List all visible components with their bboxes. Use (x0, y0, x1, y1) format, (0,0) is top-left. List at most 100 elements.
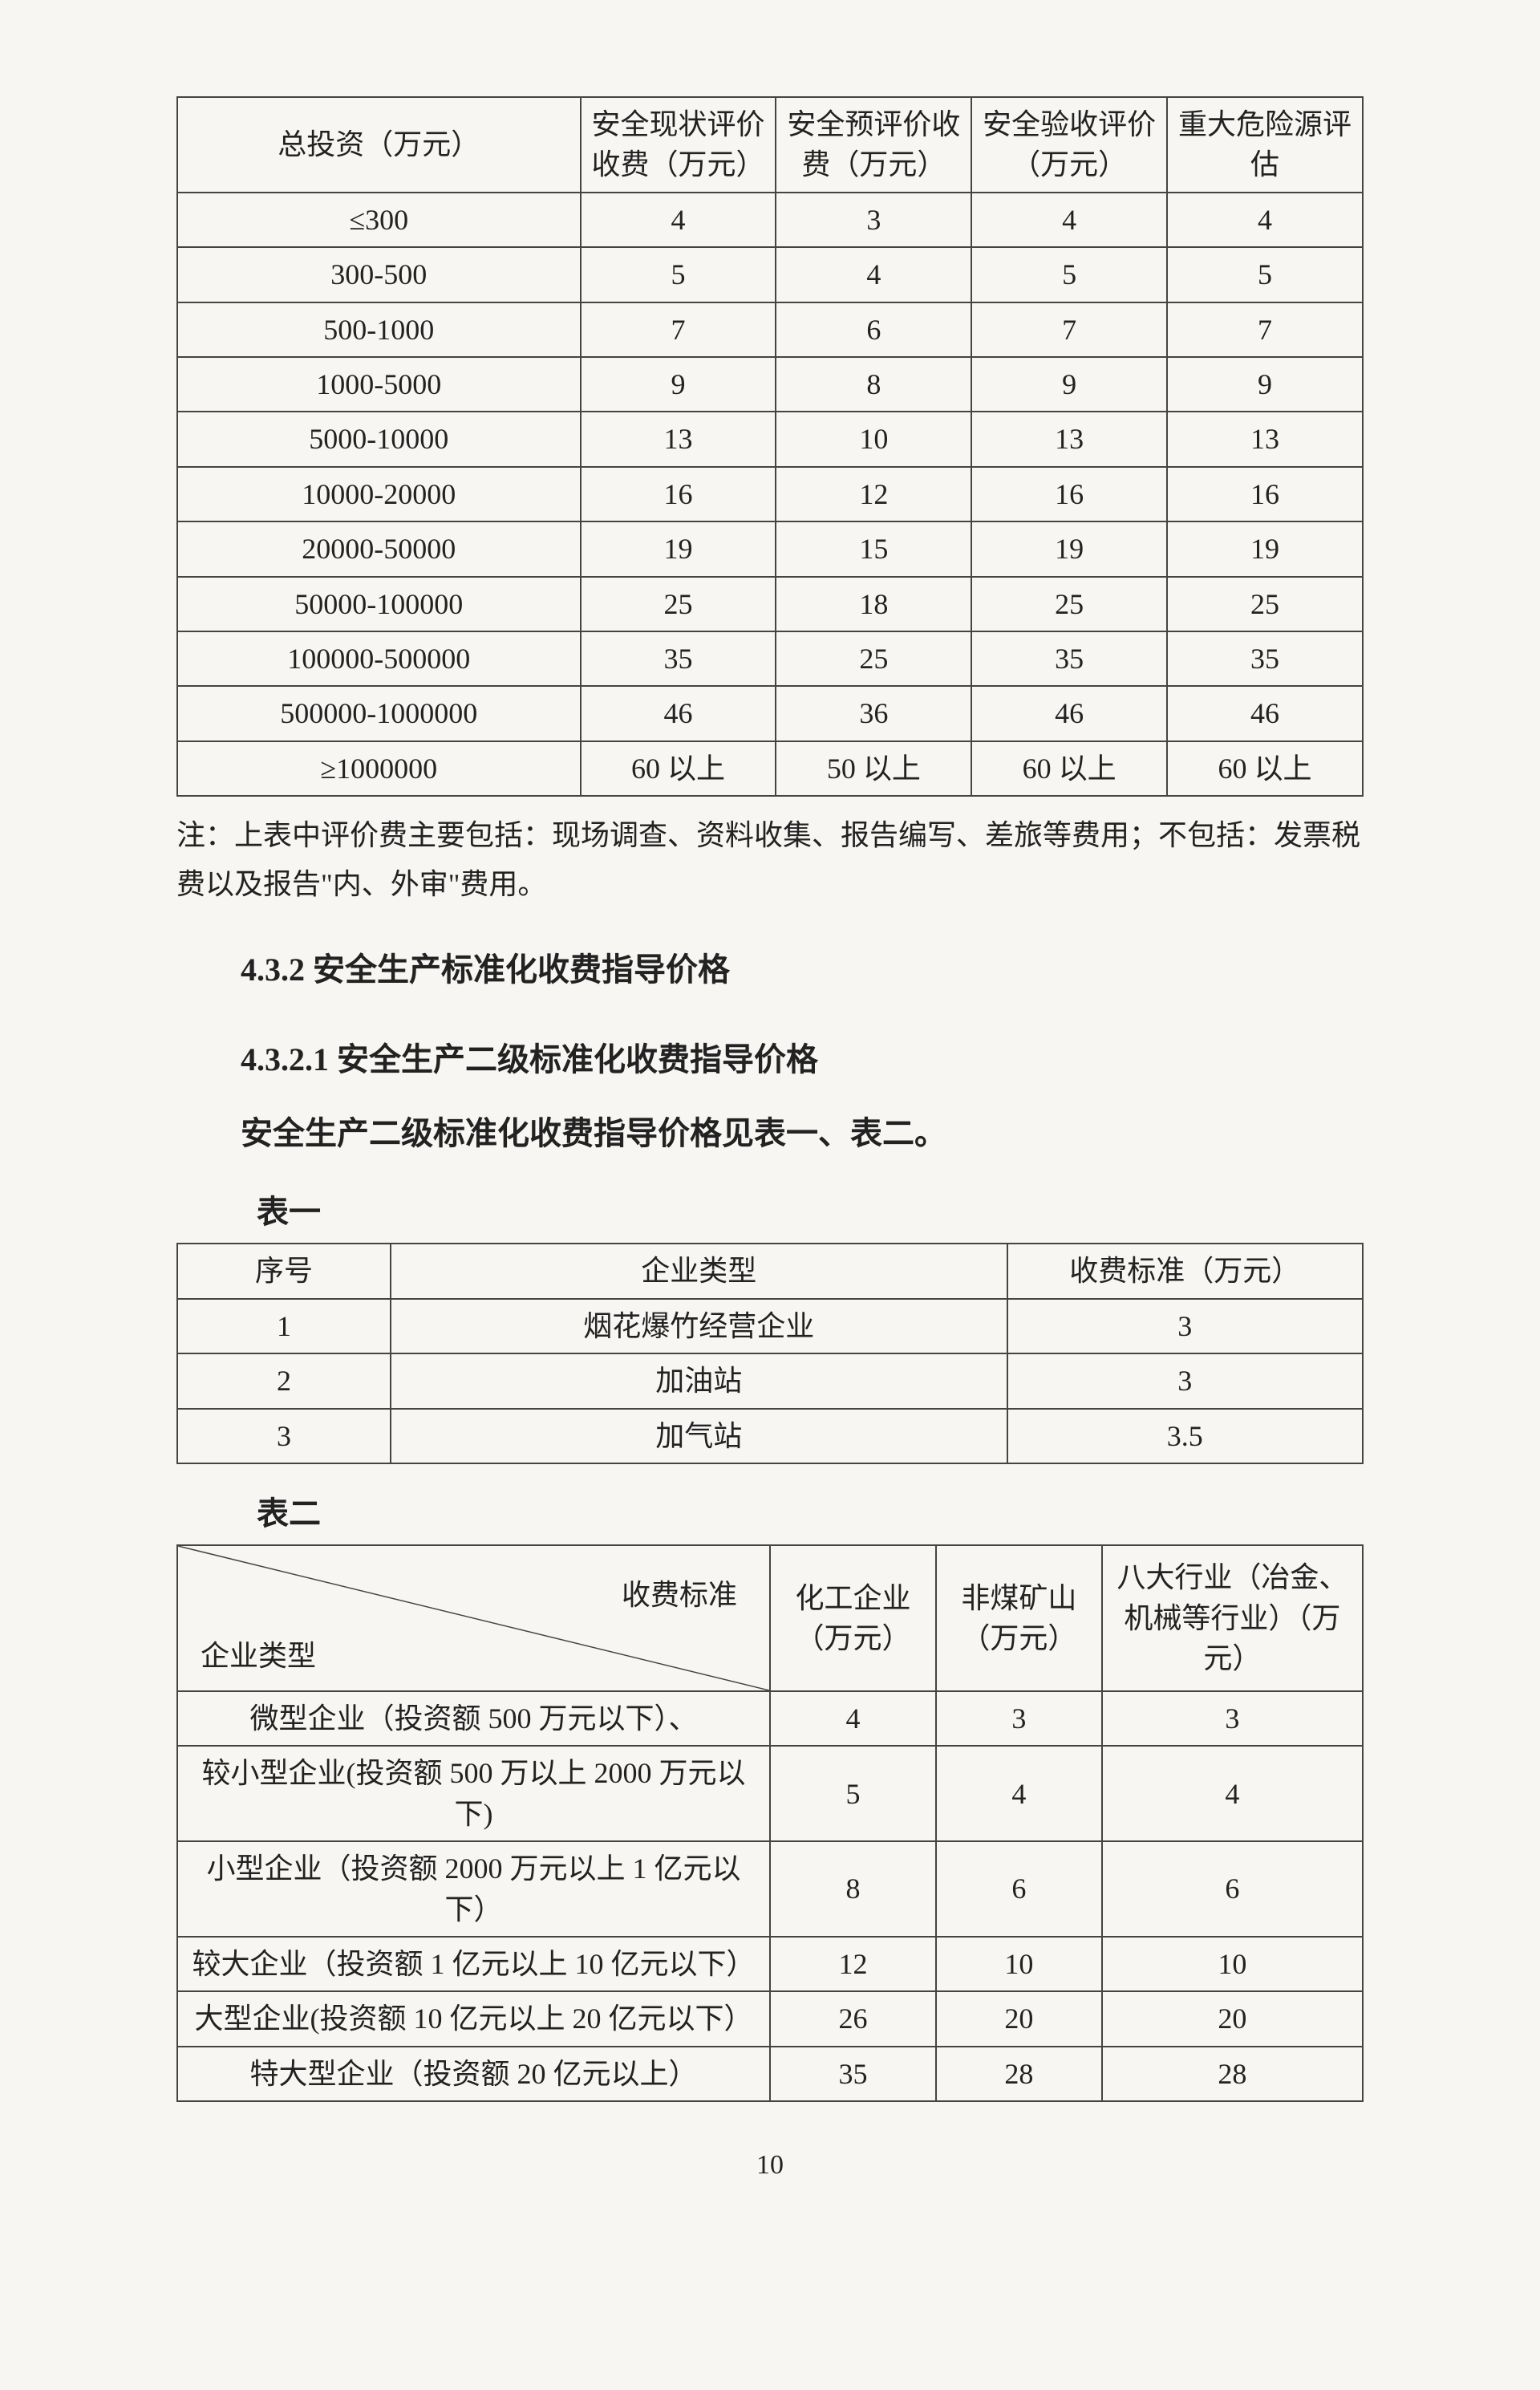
column-header: 企业类型 (391, 1244, 1007, 1298)
table-cell: 烟花爆竹经营企业 (391, 1299, 1007, 1353)
table-row: 20000-5000019151919 (177, 521, 1363, 576)
column-header: 安全验收评价（万元） (971, 97, 1167, 193)
table-cell: 26 (770, 1991, 936, 2046)
table-cell: 16 (971, 467, 1167, 521)
diagonal-header-cell: 收费标准 企业类型 (177, 1545, 770, 1691)
table-cell: 5 (1167, 247, 1363, 302)
table-cell: 16 (1167, 467, 1363, 521)
table-cell: 1 (177, 1299, 391, 1353)
table-cell: 8 (776, 357, 971, 412)
table-row: 较小型企业(投资额 500 万以上 2000 万元以下)544 (177, 1746, 1363, 1841)
table-cell: 10000-20000 (177, 467, 581, 521)
table-cell: 3 (1007, 1299, 1363, 1353)
table-cell: 特大型企业（投资额 20 亿元以上） (177, 2047, 770, 2101)
table-cell: 3 (776, 193, 971, 247)
heading-4-3-2: 4.3.2 安全生产标准化收费指导价格 (241, 941, 1364, 999)
table-cell: 28 (936, 2047, 1102, 2101)
table-cell: 4 (1167, 193, 1363, 247)
table-cell: 小型企业（投资额 2000 万元以上 1 亿元以下） (177, 1841, 770, 1937)
table-cell: 25 (971, 577, 1167, 631)
column-header: 非煤矿山（万元） (936, 1545, 1102, 1691)
table-row: 1烟花爆竹经营企业3 (177, 1299, 1363, 1353)
column-header: 安全现状评价收费（万元） (581, 97, 776, 193)
table-cell: 1000-5000 (177, 357, 581, 412)
table-cell: ≤300 (177, 193, 581, 247)
table-cell: 5 (770, 1746, 936, 1841)
table-cell: 60 以上 (581, 741, 776, 796)
table-one: 序号企业类型收费标准（万元） 1烟花爆竹经营企业32加油站33加气站3.5 (176, 1243, 1364, 1464)
table-cell: 9 (581, 357, 776, 412)
table-cell: 16 (581, 467, 776, 521)
table-cell: 19 (971, 521, 1167, 576)
table-row: 50000-10000025182525 (177, 577, 1363, 631)
table-cell: 加气站 (391, 1409, 1007, 1463)
table-cell: 4 (971, 193, 1167, 247)
table-cell: 5000-10000 (177, 412, 581, 466)
table-cell: 50000-100000 (177, 577, 581, 631)
table-row: ≤3004344 (177, 193, 1363, 247)
table-cell: 6 (1102, 1841, 1363, 1937)
table-row: 小型企业（投资额 2000 万元以上 1 亿元以下）866 (177, 1841, 1363, 1937)
column-header: 总投资（万元） (177, 97, 581, 193)
table-cell: 15 (776, 521, 971, 576)
column-header: 重大危险源评估 (1167, 97, 1363, 193)
column-header: 安全预评价收费（万元） (776, 97, 971, 193)
table-cell: 13 (581, 412, 776, 466)
table-cell: 10 (776, 412, 971, 466)
table-cell: 20000-50000 (177, 521, 581, 576)
table-cell: 35 (1167, 631, 1363, 686)
table-cell: 3.5 (1007, 1409, 1363, 1463)
table-cell: 微型企业（投资额 500 万元以下）、 (177, 1691, 770, 1746)
table-row: 3加气站3.5 (177, 1409, 1363, 1463)
table-cell: 46 (1167, 686, 1363, 741)
table-row: 大型企业(投资额 10 亿元以上 20 亿元以下）262020 (177, 1991, 1363, 2046)
table-cell: 3 (1102, 1691, 1363, 1746)
table-note: 注：上表中评价费主要包括：现场调查、资料收集、报告编写、差旅等费用；不包括：发票… (176, 811, 1364, 909)
table-cell: 500000-1000000 (177, 686, 581, 741)
table-cell: 7 (971, 302, 1167, 357)
table-cell: 19 (581, 521, 776, 576)
table-cell: 19 (1167, 521, 1363, 576)
heading-4-3-2-1: 4.3.2.1 安全生产二级标准化收费指导价格 (241, 1031, 1364, 1089)
table-cell: 25 (1167, 577, 1363, 631)
table-cell: 60 以上 (1167, 741, 1363, 796)
table-cell: 300-500 (177, 247, 581, 302)
table-cell: 500-1000 (177, 302, 581, 357)
body-sentence: 安全生产二级标准化收费指导价格见表一、表二。 (241, 1105, 1364, 1163)
table-cell: 20 (1102, 1991, 1363, 2046)
table-cell: 50 以上 (776, 741, 971, 796)
diagonal-header-bottom: 企业类型 (201, 1636, 316, 1676)
column-header: 序号 (177, 1244, 391, 1298)
column-header: 化工企业（万元） (770, 1545, 936, 1691)
table-cell: 18 (776, 577, 971, 631)
table-row: 500000-100000046364646 (177, 686, 1363, 741)
table2-label: 表二 (257, 1488, 1364, 1540)
table-cell: 5 (581, 247, 776, 302)
table-cell: 4 (1102, 1746, 1363, 1841)
table-cell: 2 (177, 1353, 391, 1408)
table-cell: 28 (1102, 2047, 1363, 2101)
table-cell: 较小型企业(投资额 500 万以上 2000 万元以下) (177, 1746, 770, 1841)
table-cell: 10 (936, 1937, 1102, 1991)
table-row: 1000-50009899 (177, 357, 1363, 412)
table-row: ≥100000060 以上50 以上60 以上60 以上 (177, 741, 1363, 796)
table-cell: 13 (971, 412, 1167, 466)
table-row: 10000-2000016121616 (177, 467, 1363, 521)
table-cell: 6 (936, 1841, 1102, 1937)
table-cell: 12 (776, 467, 971, 521)
table-cell: 4 (776, 247, 971, 302)
table-cell: 25 (581, 577, 776, 631)
table-row: 微型企业（投资额 500 万元以下）、433 (177, 1691, 1363, 1746)
table-cell: 46 (581, 686, 776, 741)
table1-label: 表一 (257, 1187, 1364, 1238)
table-cell: 较大企业（投资额 1 亿元以上 10 亿元以下） (177, 1937, 770, 1991)
diagonal-header-top: 收费标准 (622, 1575, 737, 1615)
table-row: 300-5005455 (177, 247, 1363, 302)
table-cell: 9 (1167, 357, 1363, 412)
table-cell: 3 (936, 1691, 1102, 1746)
column-header: 收费标准（万元） (1007, 1244, 1363, 1298)
table-row: 5000-1000013101313 (177, 412, 1363, 466)
table-row: 100000-50000035253535 (177, 631, 1363, 686)
table-cell: 8 (770, 1841, 936, 1937)
table-cell: 9 (971, 357, 1167, 412)
